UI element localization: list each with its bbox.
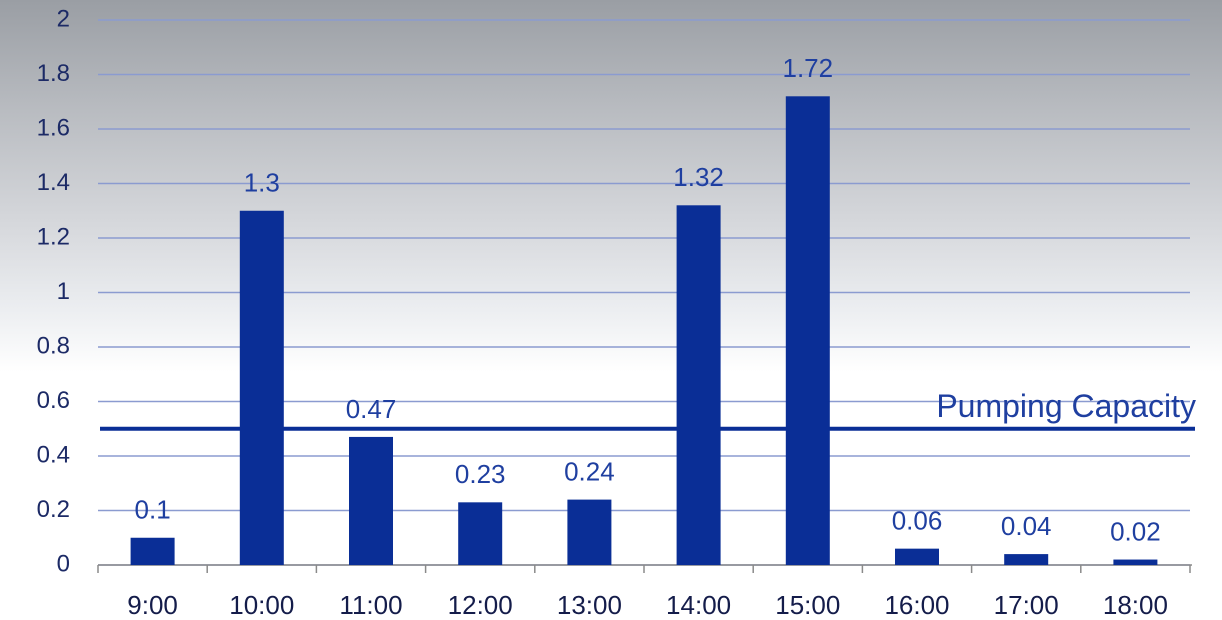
bar: [1004, 554, 1049, 565]
y-tick-label: 0: [57, 550, 70, 577]
x-tick-label: 9:00: [127, 590, 178, 620]
bar: [676, 205, 721, 566]
bar: [349, 436, 393, 565]
x-tick-label: 17:00: [994, 590, 1059, 620]
x-tick-label: 11:00: [339, 590, 402, 620]
y-tick-label: 0.4: [37, 441, 70, 468]
x-tick-label: 10:00: [229, 590, 294, 620]
bar: [895, 548, 939, 565]
x-tick-label: 15:00: [775, 590, 840, 620]
y-tick-label: 0.6: [37, 387, 70, 414]
bar: [785, 96, 830, 566]
y-tick-label: 1.4: [37, 169, 70, 196]
bar: [239, 210, 284, 565]
y-tick-label: 0.2: [37, 496, 70, 523]
bar: [458, 502, 503, 565]
bar: [130, 537, 175, 565]
x-tick-label: 13:00: [557, 590, 622, 620]
y-tick-label: 0.8: [37, 332, 70, 359]
value-label: 1.32: [673, 162, 724, 192]
value-label: 0.1: [135, 495, 171, 525]
x-tick-label: 12:00: [448, 590, 513, 620]
bar: [1113, 559, 1158, 565]
x-tick-label: 18:00: [1103, 590, 1168, 620]
value-label: 1.72: [782, 53, 833, 83]
value-label: 0.47: [346, 394, 397, 424]
value-label: 0.06: [892, 506, 943, 536]
x-tick-label: 16:00: [884, 590, 949, 620]
y-tick-label: 1.8: [37, 60, 70, 87]
value-label: 0.24: [564, 456, 615, 486]
y-tick-label: 1.6: [37, 114, 70, 141]
value-label: 0.04: [1001, 511, 1052, 541]
y-tick-label: 1.2: [37, 223, 70, 250]
value-label: 1.3: [244, 168, 280, 198]
value-label: 0.23: [455, 459, 506, 489]
y-tick-label: 1: [57, 278, 70, 305]
reference-label: Pumping Capacity: [936, 388, 1196, 424]
bar: [567, 499, 612, 565]
y-tick-label: 2: [57, 5, 70, 32]
x-tick-label: 14:00: [666, 590, 731, 620]
value-label: 0.02: [1110, 516, 1161, 546]
